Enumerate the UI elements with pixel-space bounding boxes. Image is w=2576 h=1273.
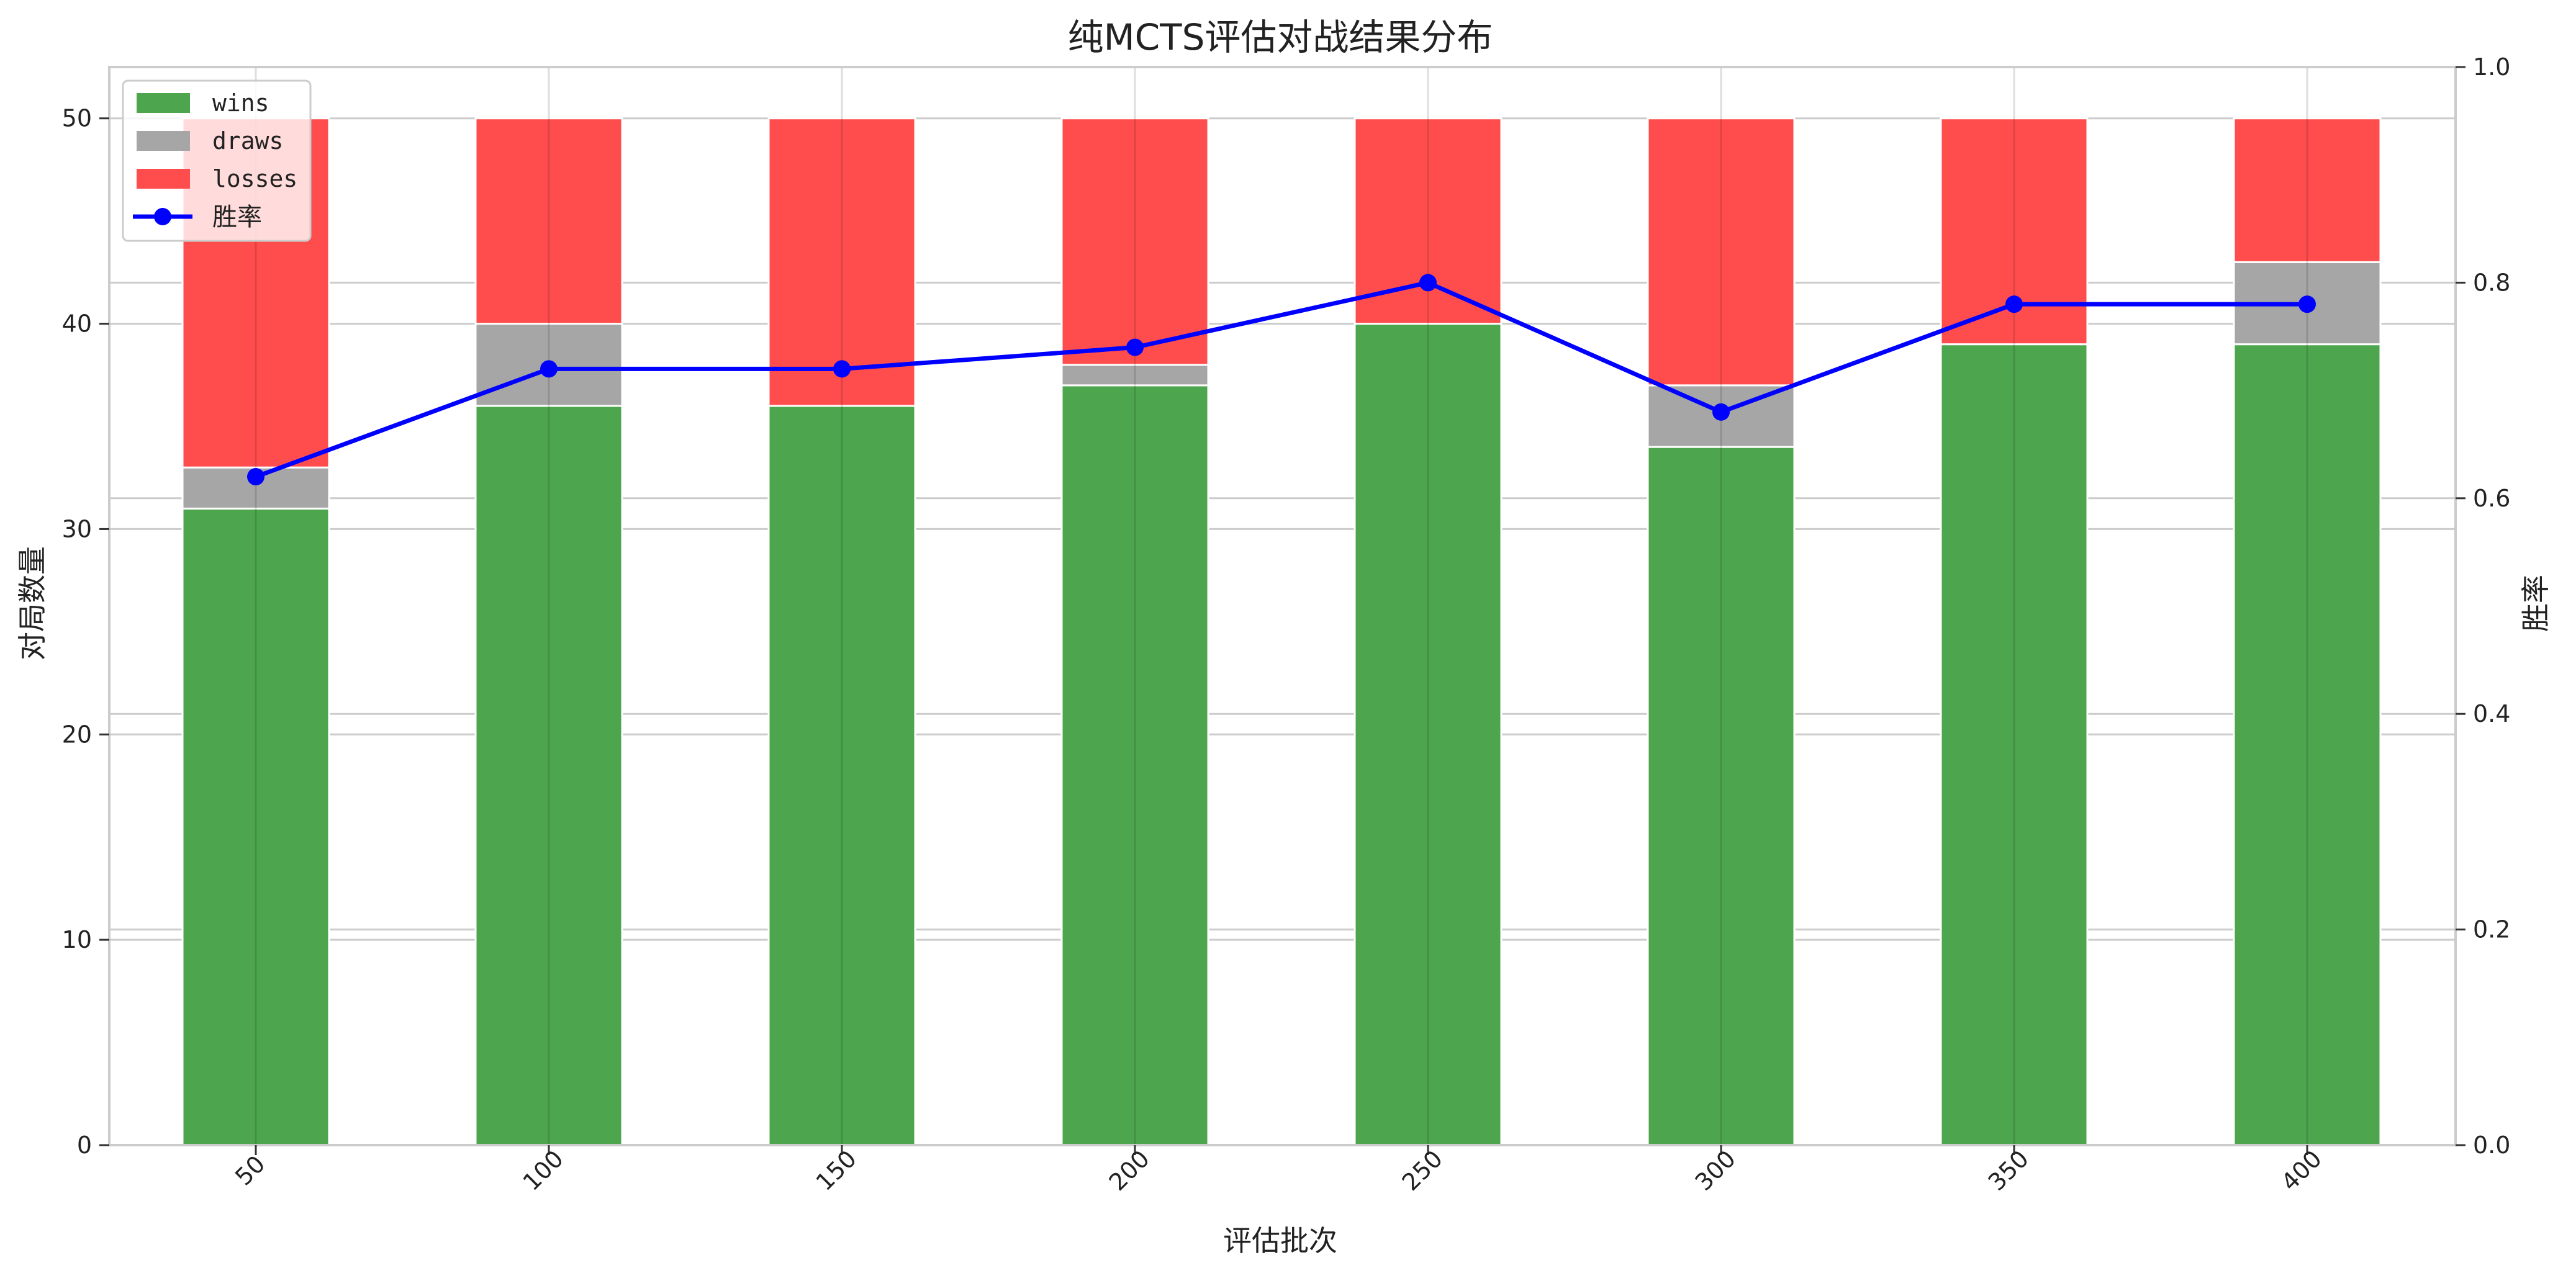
y-right-tick-label: 0.6 [2473,485,2510,512]
ticks-layer: 0 10 20 30 40 50 0.0 0.2 0.4 0.6 0.8 1.0 50 100 150 200… [62,53,2511,1196]
win-rate-point [2005,295,2023,313]
win-rate-point [540,360,558,378]
win-rate-line [255,280,2307,479]
legend-swatch-draws [137,131,190,151]
vgrid-layer [255,67,2308,1145]
y-tick-label: 20 [62,721,92,748]
grid-layer [109,66,2456,1146]
win-rate-point [1419,274,1437,292]
x-tick-label: 150 [811,1145,862,1196]
x-tick-label: 400 [2276,1145,2327,1196]
y-tick-label: 30 [62,515,92,542]
legend-label-draws: draws [212,127,283,155]
legend-label-win-rate: 胜率 [212,203,262,232]
y-tick-label: 40 [62,310,92,338]
x-axis-label: 评估批次 [1223,1224,1337,1257]
legend: wins draws losses 胜率 [122,79,312,242]
y-tick-label: 10 [62,926,92,953]
bar-losses [2233,117,2382,263]
y-tick-label: 50 [62,105,92,132]
frame-layer [108,66,2457,1146]
legend-swatch-wins [137,93,190,113]
x-tick-label: 350 [1983,1145,2034,1196]
win-rate-point [247,468,264,486]
plot-frame [108,66,2457,1146]
legend-box [122,79,312,242]
x-tick-label: 250 [1397,1145,1448,1196]
x-tick-label: 50 [230,1150,270,1190]
bar-wins [1647,446,1796,1146]
x-tick-label: 200 [1104,1145,1155,1196]
y-right-tick-label: 0.2 [2473,916,2510,943]
y-right-tick-label: 1.0 [2473,53,2510,81]
y-right-tick-label: 0.0 [2473,1131,2510,1159]
bar-losses [767,117,916,407]
win-rate-point [1712,403,1730,421]
legend-label-losses: losses [212,165,297,192]
y-right-tick-label: 0.4 [2473,700,2510,727]
x-tick-label: 100 [518,1145,569,1196]
y-tick-label: 0 [77,1131,92,1159]
win-rate-point [833,360,851,378]
bar-wins [2233,343,2382,1146]
win-rate-point [2298,295,2316,313]
bar-losses [474,117,623,325]
legend-swatch-point [154,208,171,225]
bars-layer [181,117,2382,1146]
legend-swatch-losses [137,169,190,189]
bar-wins [767,405,916,1146]
bar-losses [1647,117,1796,387]
bar-losses [1060,117,1209,366]
win-rate-point [1126,338,1144,356]
legend-label-wins: wins [212,89,269,117]
y-axis-label: 对局数量 [16,546,49,660]
bar-wins [1354,323,1503,1146]
bar-wins [181,507,330,1146]
bar-losses [1354,117,1503,325]
line-layer [247,274,2316,486]
y-right-tick-label: 0.8 [2473,269,2510,296]
bar-wins [1940,343,2089,1146]
y-axis-label-right: 胜率 [2519,575,2552,632]
x-tick-label: 300 [1690,1145,1741,1196]
chart-title: 纯MCTS评估对战结果分布 [1068,16,1493,58]
bar-draws [1060,364,1209,387]
